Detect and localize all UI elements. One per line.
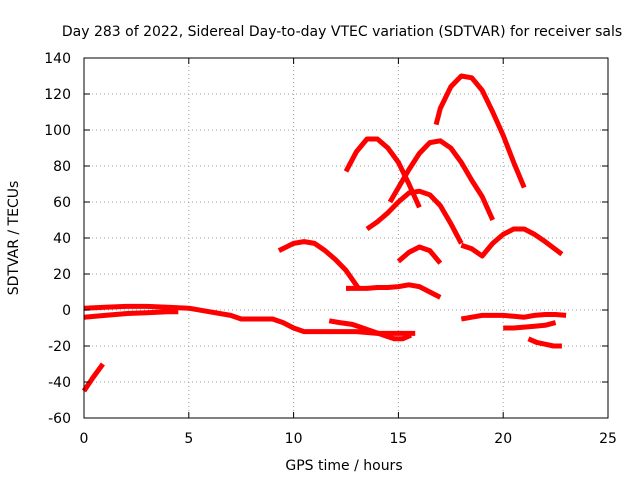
y-axis-label: SDTVAR / TECUs bbox=[6, 181, 22, 296]
data-series bbox=[81, 73, 567, 393]
series-arc-6 bbox=[365, 188, 464, 245]
series-arc-12 bbox=[460, 312, 567, 322]
series-arc-3 bbox=[83, 309, 179, 320]
x-axis-label: GPS time / hours bbox=[285, 458, 402, 474]
y-tick-label: 60 bbox=[53, 195, 71, 211]
plot-frame bbox=[83, 57, 609, 419]
y-tick-label: 40 bbox=[53, 231, 71, 247]
axis-ticks: 0 5 10 15 20 25 -60 -40 -20 0 20 40 60 80 100 120 140 bbox=[44, 51, 617, 447]
y-tick-label: 0 bbox=[62, 303, 71, 319]
series-arc-1 bbox=[81, 362, 105, 393]
series-arc-10 bbox=[346, 282, 442, 300]
series-arc-9 bbox=[396, 226, 564, 265]
y-tick-label: 20 bbox=[53, 267, 71, 283]
series-arc-11 bbox=[328, 318, 412, 342]
x-tick-label: 0 bbox=[80, 431, 89, 447]
x-tick-label: 5 bbox=[184, 431, 193, 447]
x-tick-label: 20 bbox=[494, 431, 512, 447]
chart-title: Day 283 of 2022, Sidereal Day-to-day VTE… bbox=[62, 24, 622, 40]
series-arc-4 bbox=[277, 239, 361, 290]
x-tick-label: 25 bbox=[599, 431, 617, 447]
x-tick-label: 15 bbox=[389, 431, 407, 447]
grid-lines bbox=[84, 58, 608, 418]
series-arc-14 bbox=[527, 336, 562, 349]
x-tick-label: 10 bbox=[285, 431, 303, 447]
series-arc-8 bbox=[433, 73, 527, 189]
series-arc-7 bbox=[387, 138, 495, 222]
y-tick-label: -20 bbox=[48, 339, 71, 355]
y-tick-label: -60 bbox=[48, 411, 71, 427]
y-tick-label: 120 bbox=[44, 87, 71, 103]
series-arc-5 bbox=[343, 136, 422, 209]
y-tick-label: 140 bbox=[44, 51, 71, 67]
series-arc-2 bbox=[83, 303, 416, 336]
series-arc-13 bbox=[503, 320, 557, 331]
y-tick-label: -40 bbox=[48, 375, 71, 391]
y-tick-label: 100 bbox=[44, 123, 71, 139]
y-tick-label: 80 bbox=[53, 159, 71, 175]
